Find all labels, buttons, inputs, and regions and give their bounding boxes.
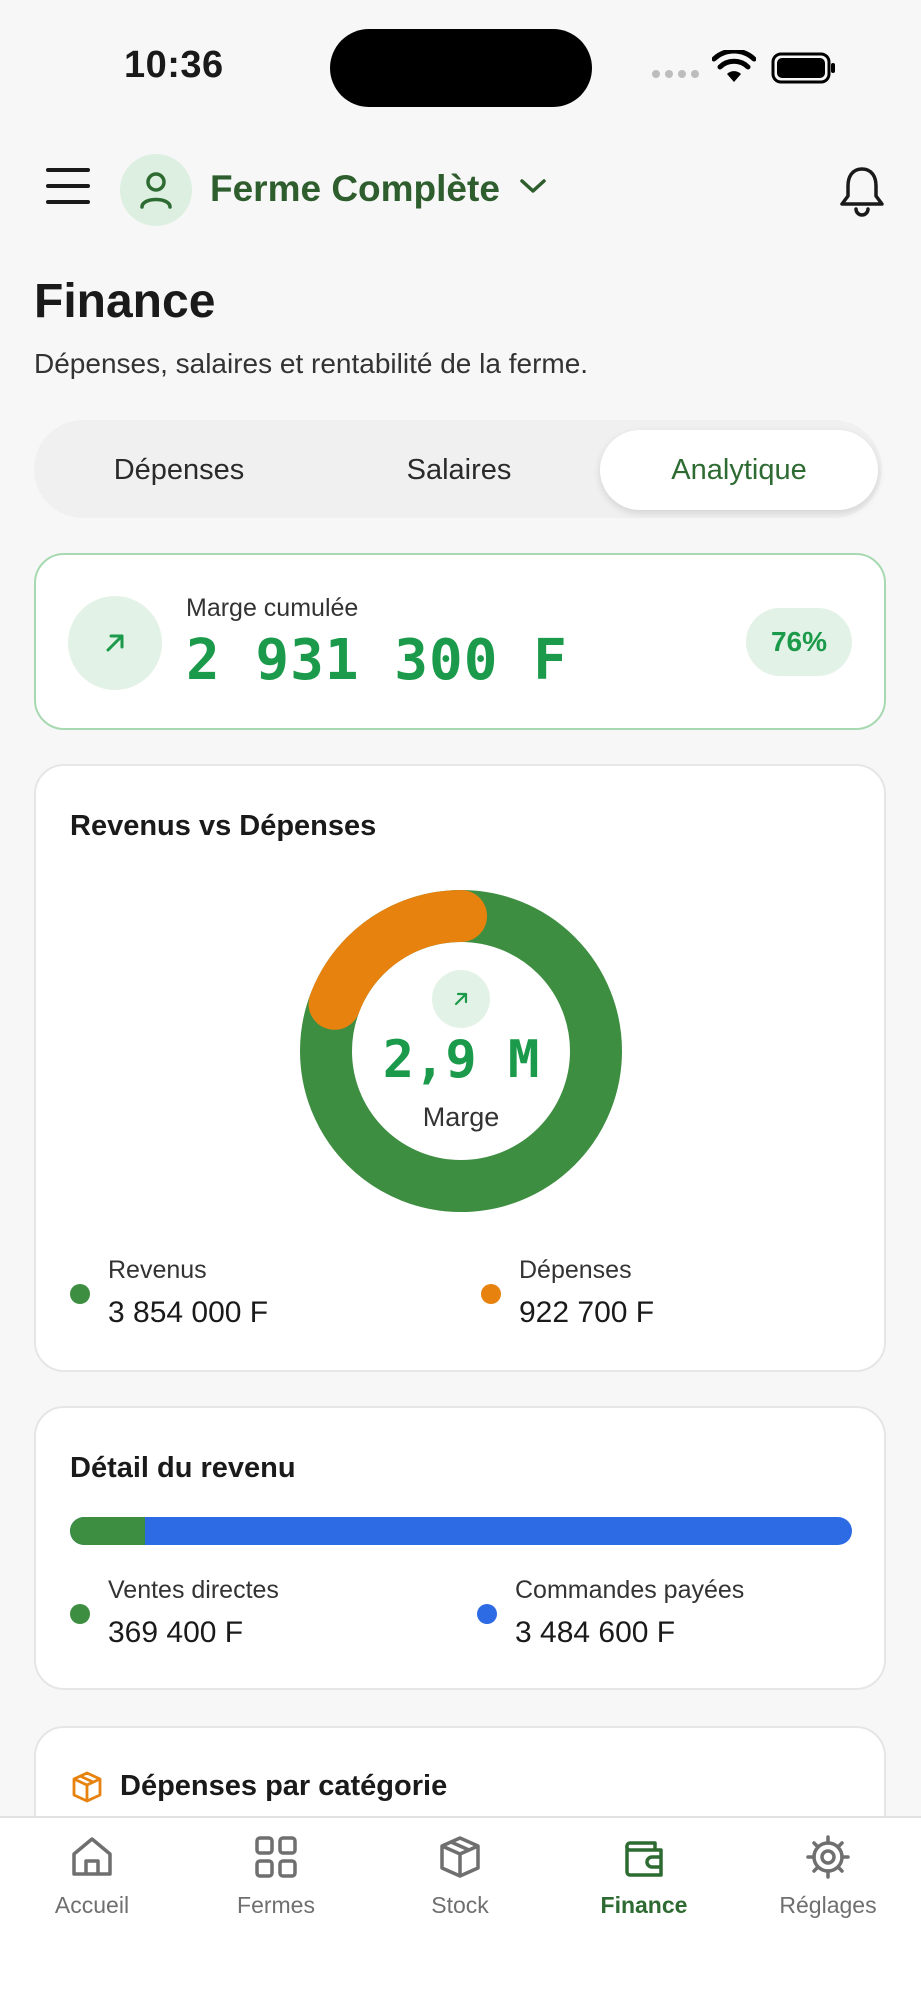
donut-expenses-segment bbox=[308, 890, 487, 1030]
arrow-up-right-icon bbox=[106, 634, 124, 652]
legend-expenses-dot bbox=[481, 1284, 501, 1304]
expenses-by-category-title: Dépenses par catégorie bbox=[120, 1770, 448, 1802]
revenue-detail-card bbox=[34, 1406, 886, 1690]
battery-icon bbox=[771, 52, 835, 84]
menu-button[interactable] bbox=[46, 168, 90, 206]
wifi-icon bbox=[712, 50, 756, 82]
nav-accueil[interactable]: Accueil bbox=[22, 1834, 162, 1919]
nav-stock-label: Stock bbox=[431, 1892, 489, 1918]
page-subtitle: Dépenses, salaires et rentabilité de la … bbox=[34, 348, 589, 379]
home-icon bbox=[72, 1837, 112, 1876]
nav-reglages[interactable]: Réglages bbox=[758, 1834, 898, 1919]
tab-salaires[interactable]: Salaires bbox=[406, 453, 512, 486]
cellular-signal-icon bbox=[652, 70, 699, 78]
revenue-detail-title: Détail du revenu bbox=[70, 1452, 296, 1484]
nav-finance-label: Finance bbox=[600, 1892, 688, 1918]
donut-center-value: 2,9 M bbox=[382, 1030, 540, 1090]
nav-fermes-label: Fermes bbox=[237, 1892, 315, 1918]
margin-percent-badge: 76% bbox=[746, 608, 852, 676]
legend-revenue-label: Revenus bbox=[108, 1256, 207, 1284]
legend-orders-value: 3 484 600 F bbox=[515, 1616, 676, 1649]
gear-icon bbox=[806, 1835, 850, 1879]
margin-value: 2 931 300 F bbox=[186, 628, 568, 693]
user-icon bbox=[140, 172, 172, 209]
nav-finance[interactable]: Finance bbox=[574, 1834, 714, 1919]
farm-avatar[interactable] bbox=[120, 154, 192, 226]
nav-stock[interactable]: Stock bbox=[390, 1834, 530, 1919]
page-title: Finance bbox=[34, 275, 216, 328]
margin-card bbox=[34, 553, 886, 730]
grid-icon bbox=[255, 1836, 297, 1878]
arrow-up-right-icon bbox=[454, 992, 468, 1006]
wallet-icon bbox=[625, 1841, 663, 1877]
donut-center-label: Marge bbox=[422, 1102, 500, 1132]
nav-fermes[interactable]: Fermes bbox=[206, 1834, 346, 1919]
legend-orders-dot bbox=[477, 1604, 497, 1624]
box-icon bbox=[440, 1836, 480, 1878]
legend-revenue-dot bbox=[70, 1284, 90, 1304]
trend-up-badge bbox=[68, 596, 162, 690]
revenue-expenses-donut bbox=[300, 890, 622, 1212]
donut-trend-badge bbox=[432, 970, 490, 1028]
legend-expenses-label: Dépenses bbox=[519, 1256, 632, 1284]
margin-label: Marge cumulée bbox=[186, 594, 359, 622]
hamburger-icon bbox=[46, 168, 90, 172]
farm-selector[interactable]: Ferme Complète bbox=[210, 168, 500, 209]
box-icon bbox=[72, 1771, 102, 1803]
legend-direct-value: 369 400 F bbox=[108, 1616, 244, 1649]
bell-icon[interactable] bbox=[838, 164, 886, 218]
nav-accueil-label: Accueil bbox=[54, 1892, 130, 1918]
legend-direct-dot bbox=[70, 1604, 90, 1624]
legend-expenses-value: 922 700 F bbox=[519, 1296, 655, 1329]
nav-reglages-label: Réglages bbox=[779, 1892, 877, 1918]
tab-analytique[interactable]: Analytique bbox=[600, 430, 878, 510]
revenue-split-bar bbox=[70, 1517, 852, 1545]
finance-tabs: Dépenses Salaires Analytique bbox=[34, 420, 882, 518]
legend-direct-label: Ventes directes bbox=[108, 1576, 279, 1604]
legend-orders-label: Commandes payées bbox=[515, 1576, 745, 1604]
revenue-split-direct-segment bbox=[70, 1517, 145, 1545]
revenue-vs-expenses-card bbox=[34, 764, 886, 1372]
revenue-vs-expenses-title: Revenus vs Dépenses bbox=[70, 810, 377, 842]
status-time: 10:36 bbox=[124, 44, 224, 86]
tab-depenses[interactable]: Dépenses bbox=[113, 453, 245, 486]
dynamic-island bbox=[330, 29, 592, 107]
legend-revenue-value: 3 854 000 F bbox=[108, 1296, 269, 1329]
chevron-down-icon[interactable] bbox=[518, 176, 548, 196]
